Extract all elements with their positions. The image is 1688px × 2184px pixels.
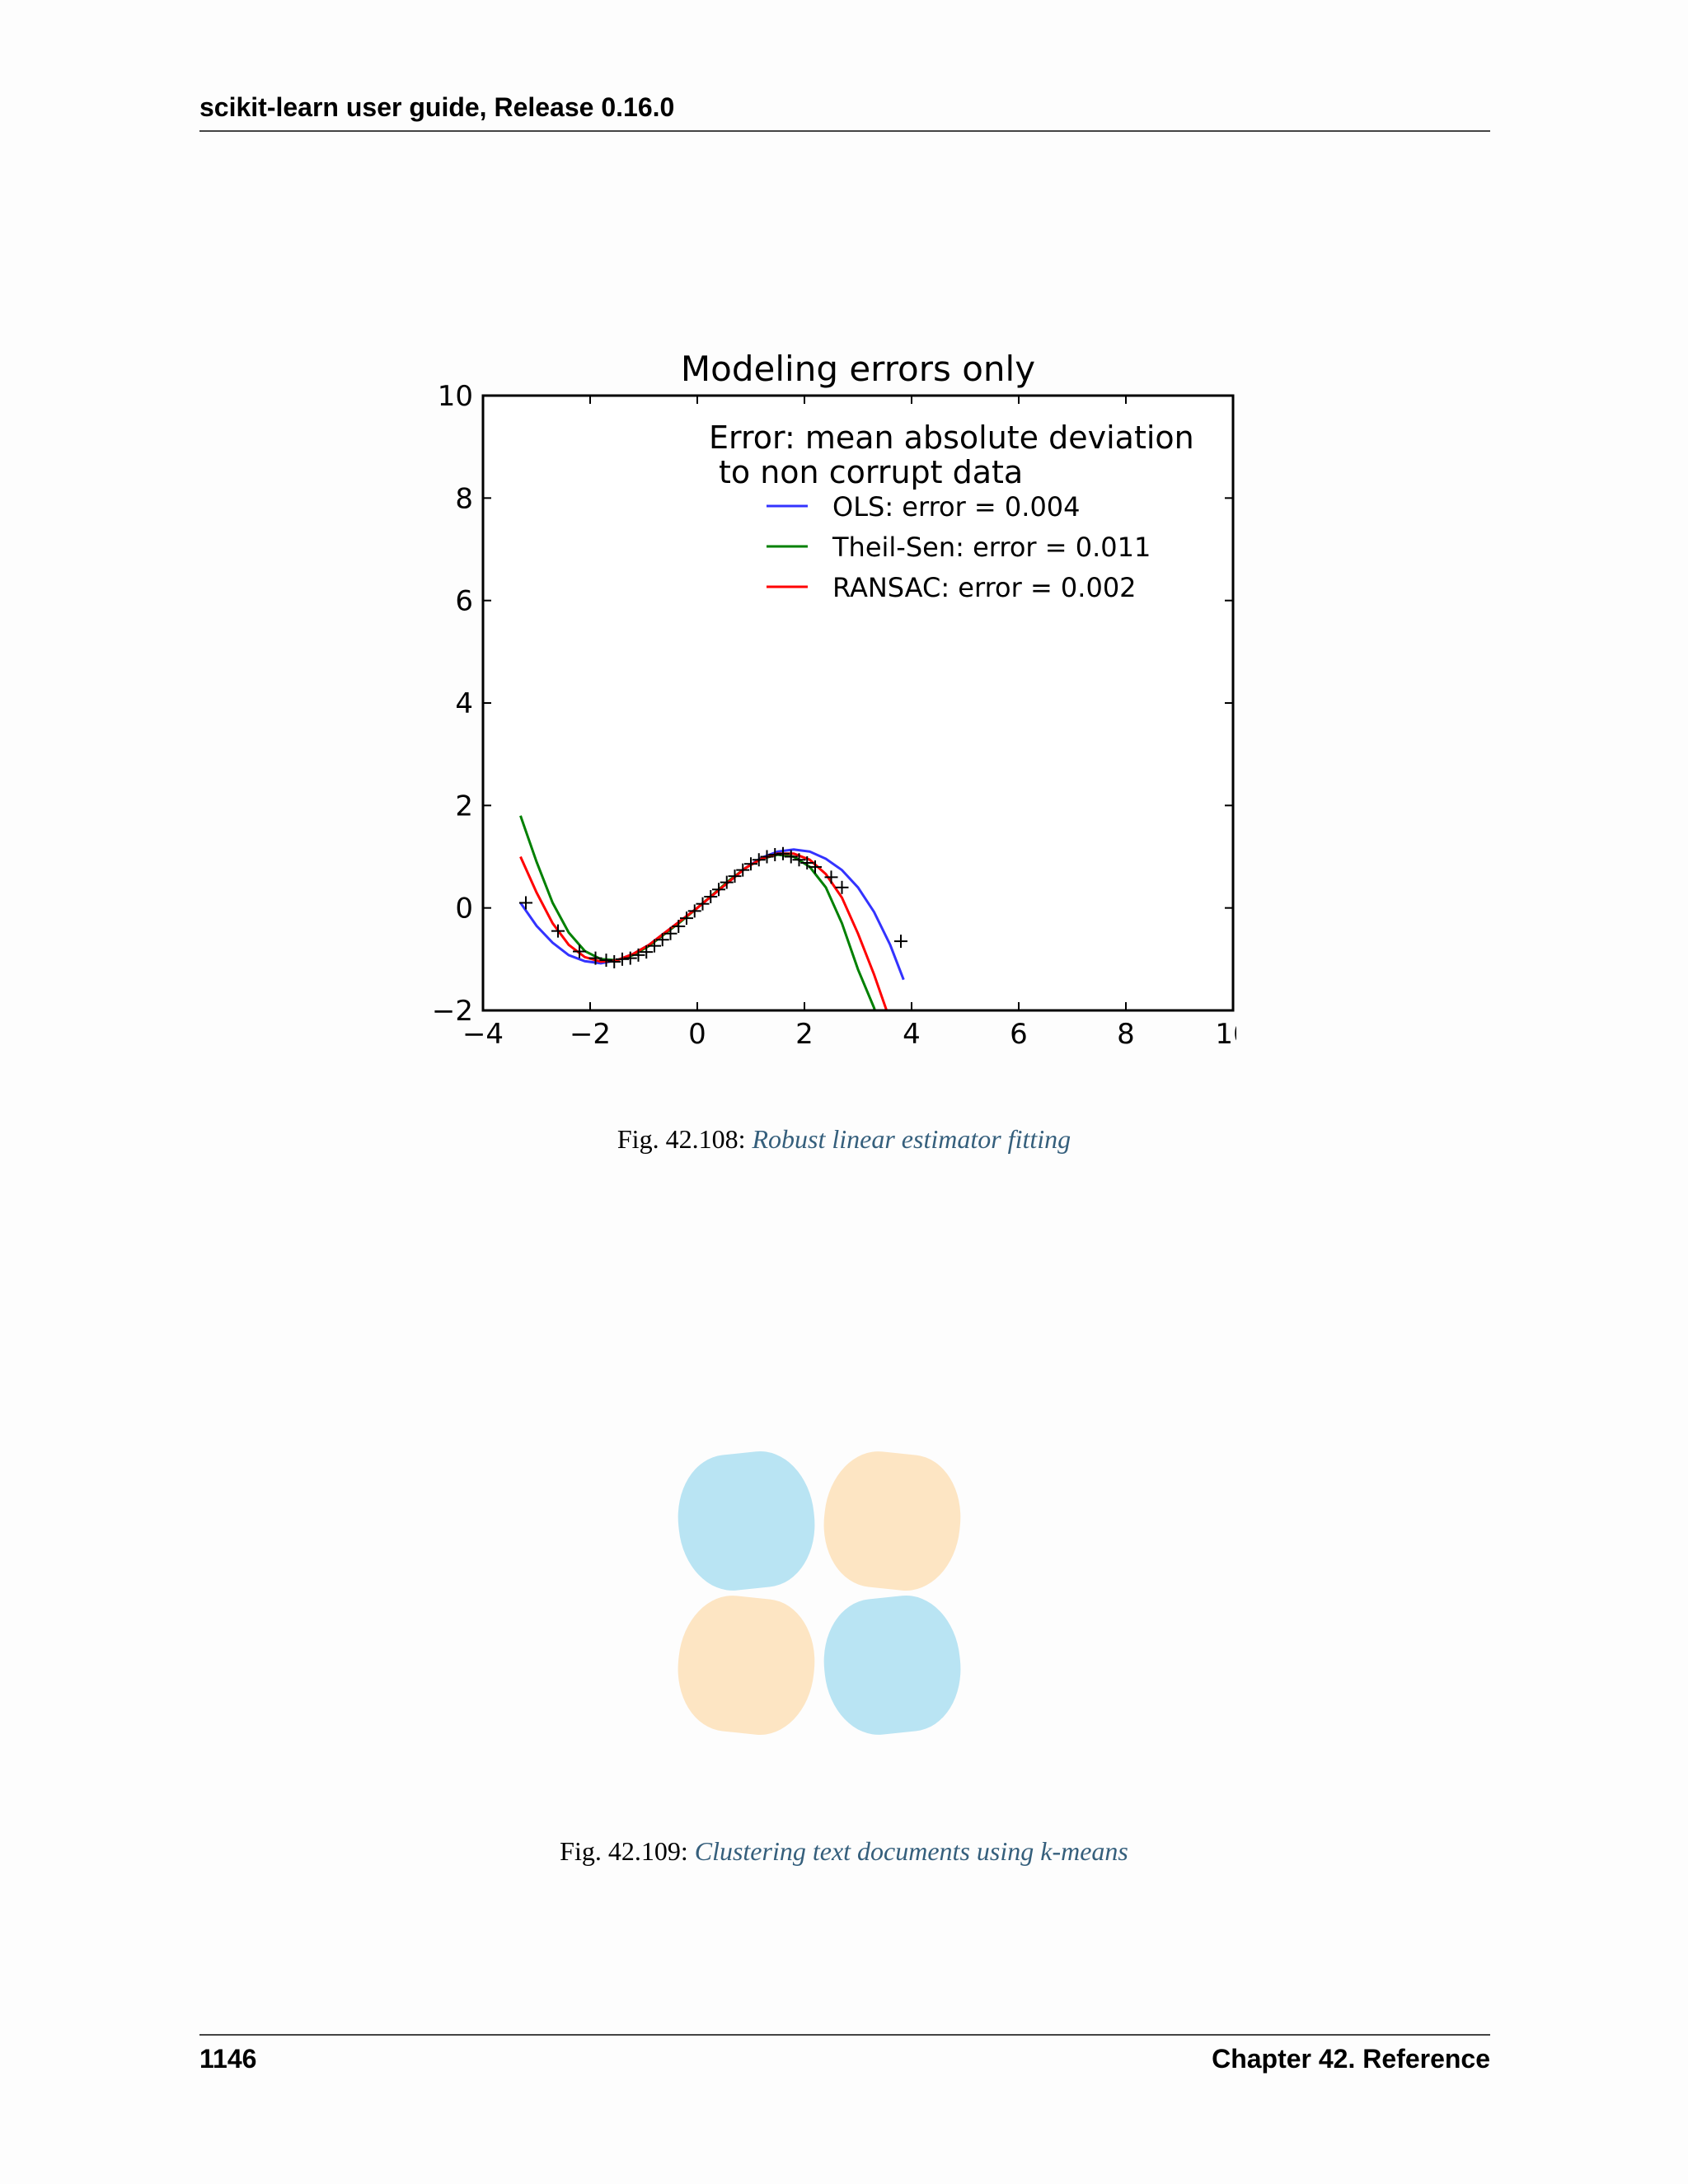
- sample-point: [607, 954, 621, 968]
- series-line: [519, 852, 889, 1010]
- x-tick-label: 6: [1010, 1018, 1028, 1051]
- figure-label: Fig. 42.109:: [560, 1836, 695, 1866]
- legend-label: RANSAC: error = 0.002: [832, 572, 1137, 603]
- sample-point: [680, 912, 693, 926]
- figure-caption-108: Fig. 42.108: Robust linear estimator fit…: [0, 1124, 1688, 1155]
- y-tick-label: 0: [455, 893, 473, 926]
- y-tick-label: 8: [455, 482, 473, 515]
- figure-caption-109: Fig. 42.109: Clustering text documents u…: [0, 1836, 1688, 1867]
- sample-point: [655, 933, 669, 947]
- sample-point: [640, 945, 654, 959]
- sample-point: [835, 880, 849, 894]
- kmeans-figure: [678, 1451, 961, 1736]
- cluster-blob-top-right: [823, 1451, 961, 1591]
- cluster-blob-bottom-left: [678, 1596, 815, 1736]
- sample-point: [712, 883, 725, 897]
- sample-point: [704, 889, 718, 903]
- sample-point: [519, 896, 532, 910]
- chart-title: Modeling errors only: [681, 349, 1035, 389]
- sample-point: [623, 951, 637, 965]
- legend-label: OLS: error = 0.004: [832, 491, 1081, 523]
- sample-point: [551, 924, 565, 938]
- x-tick-label: 10: [1215, 1018, 1236, 1051]
- footer-rule: [199, 2034, 1490, 2036]
- plot-background: [483, 396, 1233, 1010]
- x-tick-label: −2: [570, 1018, 611, 1051]
- y-tick-label: 4: [455, 687, 473, 720]
- sample-point: [663, 926, 678, 940]
- sample-point: [784, 850, 798, 864]
- sample-point: [648, 939, 661, 953]
- sample-point: [672, 920, 686, 934]
- sample-point: [744, 857, 757, 871]
- sample-point: [696, 897, 710, 911]
- header-rule: [199, 130, 1490, 132]
- sample-point: [728, 869, 742, 883]
- legend-title-2: to non corrupt data: [719, 454, 1023, 490]
- sample-point: [736, 863, 750, 877]
- x-tick-label: 0: [688, 1018, 706, 1051]
- x-tick-label: 2: [795, 1018, 814, 1051]
- sample-point: [752, 853, 766, 867]
- sample-point: [588, 951, 603, 965]
- y-tick-label: 2: [455, 790, 473, 823]
- sample-point: [824, 870, 838, 884]
- y-tick-label: 6: [455, 585, 473, 618]
- x-tick-label: −4: [462, 1018, 504, 1051]
- y-tick-label: 10: [438, 380, 473, 413]
- plot-frame: [481, 394, 1235, 1012]
- sample-point: [776, 846, 790, 860]
- legend-label: Theil-Sen: error = 0.011: [832, 532, 1151, 563]
- cluster-blob-bottom-right: [823, 1595, 961, 1735]
- chapter-title: Chapter 42. Reference: [1212, 2044, 1490, 2074]
- sample-point: [800, 855, 814, 869]
- x-tick-label: 8: [1117, 1018, 1135, 1051]
- figure-link-kmeans[interactable]: Clustering text documents using k-means: [694, 1836, 1128, 1866]
- legend-title: Error: mean absolute deviation: [709, 419, 1194, 456]
- page-number: 1146: [199, 2044, 257, 2074]
- sample-point: [616, 952, 629, 966]
- sample-point: [760, 850, 774, 864]
- robust-fit-chart: Modeling errors only−4−20246810−20246810…: [432, 349, 1236, 1051]
- y-tick-label: −2: [432, 995, 473, 1028]
- sample-point: [631, 948, 645, 962]
- running-header: scikit-learn user guide, Release 0.16.0: [199, 92, 675, 122]
- sample-point: [687, 904, 701, 918]
- sample-point: [768, 848, 782, 862]
- sample-point: [720, 875, 734, 889]
- sample-point: [599, 954, 613, 968]
- sample-point: [573, 944, 586, 958]
- sample-point: [792, 853, 806, 867]
- sample-point: [894, 935, 907, 949]
- figure-link-robust-fitting[interactable]: Robust linear estimator fitting: [752, 1124, 1071, 1154]
- x-tick-label: 4: [903, 1018, 921, 1051]
- cluster-blob-top-left: [678, 1451, 815, 1591]
- figure-label: Fig. 42.108:: [617, 1124, 753, 1154]
- sample-point: [809, 860, 822, 874]
